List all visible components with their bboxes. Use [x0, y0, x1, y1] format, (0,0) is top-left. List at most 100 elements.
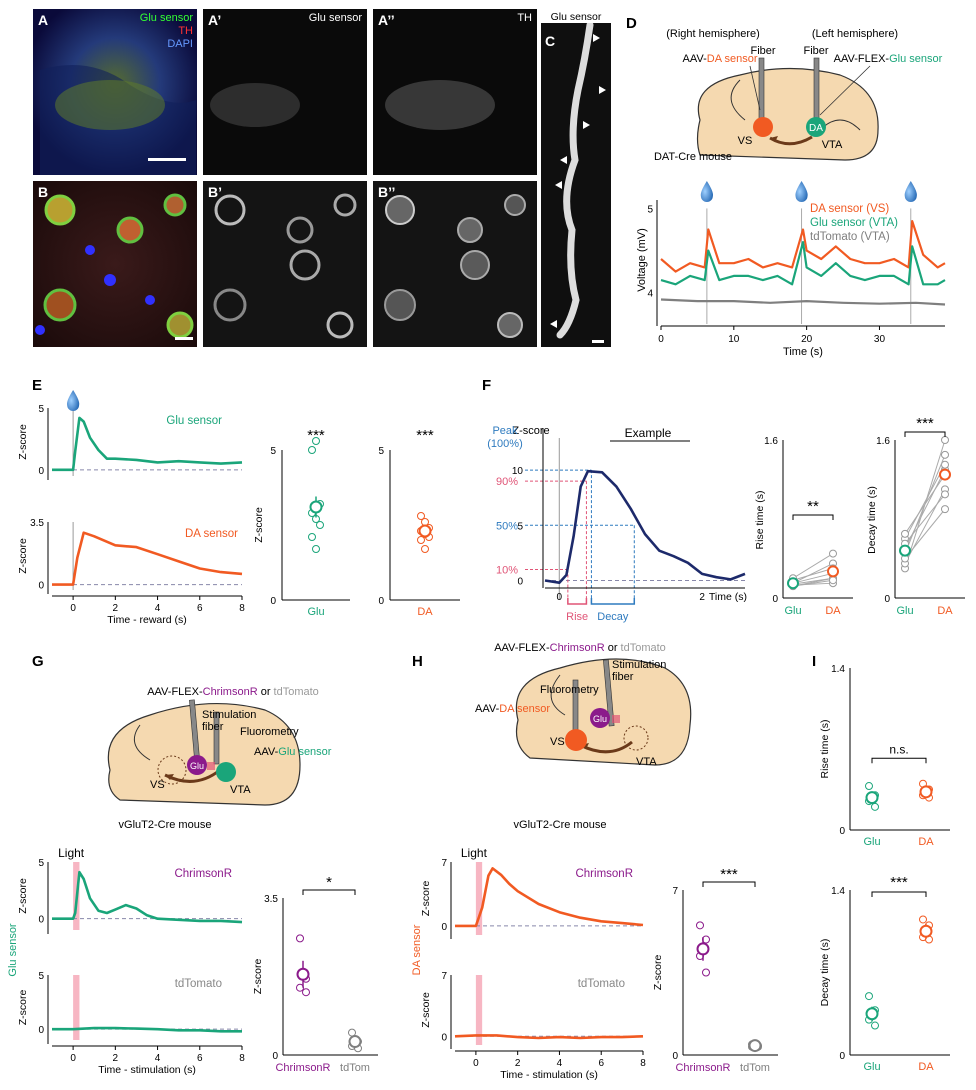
mean-marker	[919, 924, 933, 938]
mouse-label: DAT-Cre mouse	[654, 151, 732, 163]
y-axis-label: Z-score	[420, 881, 432, 917]
mean-marker	[865, 1007, 879, 1021]
y-tick-label: 0	[441, 1032, 447, 1043]
panel-label-C: C	[545, 33, 555, 49]
data-point	[696, 921, 704, 930]
x-tick-label: 0	[473, 1058, 479, 1069]
x-tick-label: 30	[874, 334, 886, 345]
panel-I: I 1.4 0 Glu DA n.s. Rise time (s) 1.4 0 Glu DA ***…	[812, 653, 950, 1073]
y-axis-label: Z-score	[652, 955, 664, 991]
panel-D: D (Right hemisphere) (Left hemisphere) F…	[626, 15, 946, 358]
y-axis-label: Rise time (s)	[754, 491, 766, 550]
G-glu-dot: Glu	[190, 761, 204, 771]
panel-label-A2: A’’	[378, 12, 395, 28]
light-stim-bar	[475, 862, 483, 935]
category-label: Glu	[863, 836, 880, 848]
data-point	[312, 545, 320, 553]
G-stim-label: Stimulation	[202, 709, 256, 721]
x-tick-label: 0	[70, 1053, 76, 1064]
category-label: ChrimsonR	[275, 1062, 330, 1074]
peak-label: Peak	[492, 425, 518, 437]
y-tick-label: 0	[441, 922, 447, 933]
y-tick-label: 5	[38, 971, 44, 982]
data-point	[296, 934, 304, 943]
pct100-label: (100%)	[487, 438, 522, 450]
I-charts: 1.4 0 Glu DA n.s. Rise time (s) 1.4 0 Glu DA *** De…	[819, 664, 950, 1073]
significance-bracket	[792, 514, 834, 520]
pair-line	[792, 553, 834, 579]
pair-point-glu	[901, 529, 909, 538]
significance-label: ***	[307, 427, 325, 444]
category-label: tdTom	[740, 1062, 770, 1074]
category-label: DA	[937, 605, 953, 617]
side-label: DA sensor	[411, 924, 423, 975]
significance-bracket	[871, 757, 927, 764]
scale-bar	[148, 158, 186, 161]
y-tick-label: 5	[517, 521, 523, 532]
pair-point-da	[941, 450, 949, 459]
trace-line	[52, 416, 243, 472]
panel-label-B1: B’	[208, 184, 222, 200]
pair-point-da	[829, 576, 837, 585]
G-fluoro-fiber	[213, 711, 220, 765]
x-tick-label: 6	[197, 603, 203, 614]
example-trace	[544, 469, 746, 584]
da-dot-label: DA	[809, 123, 823, 134]
significance-label: ***	[916, 415, 934, 432]
series-line-da	[660, 220, 946, 273]
x-tick-label: 4	[155, 603, 161, 614]
G-mouse: vGluT2-Cre mouse	[119, 819, 212, 831]
trace-line	[52, 1026, 242, 1033]
x-tick-label: 8	[239, 603, 245, 614]
panel-label-G: G	[32, 653, 44, 670]
category-label: tdTom	[340, 1062, 370, 1074]
y-tick-label: 3.5	[30, 518, 44, 529]
y-axis-label: Voltage (mV)	[636, 228, 648, 292]
data-point	[348, 1028, 356, 1037]
pair-line	[904, 493, 946, 545]
trace-line	[454, 1034, 644, 1040]
pct90-label: 90%	[496, 476, 518, 488]
y-tick-label: 0	[38, 466, 44, 477]
light-stim-bar	[73, 975, 80, 1040]
y-tick-label: 1.6	[764, 436, 778, 447]
y-axis-label: Rise time (s)	[819, 720, 831, 779]
y-axis-label: Decay time (s)	[866, 486, 878, 554]
aav-glu-label: AAV-FLEX-Glu sensor	[834, 53, 943, 65]
rise-label: Rise	[566, 611, 588, 623]
A1-title: Glu sensor	[309, 12, 363, 24]
water-drop-icon	[66, 390, 80, 411]
panel-G: G AAV-FLEX-ChrimsonR or tdTomato Glu Sti…	[7, 653, 378, 1076]
legend-entry-0: DA sensor (VS)	[810, 203, 889, 215]
data-point	[312, 437, 320, 445]
G-bottom-chart: 5 0 tdTomato Z-score 0 2 4 6 8 Time - stimulation…	[7, 923, 245, 1076]
x-axis-label: Time (s)	[709, 591, 747, 603]
data-point	[871, 802, 879, 811]
x-tick-label: 6	[197, 1053, 203, 1064]
panel-label-D: D	[626, 15, 637, 32]
right-hemisphere-label: (Right hemisphere)	[666, 28, 760, 40]
E-top-chart: 5 0 Glu sensor Z-score	[17, 390, 243, 480]
category-label: ChrimsonR	[675, 1062, 730, 1074]
pair-line	[904, 489, 946, 564]
category-label: Glu	[784, 605, 801, 617]
significance-bracket	[904, 431, 946, 437]
y-tick-label: 0	[378, 596, 384, 607]
trace-title: Glu sensor	[166, 415, 222, 427]
H-glu-dot: Glu	[593, 714, 607, 724]
side-label: Glu sensor	[7, 923, 19, 977]
series-line-glu	[660, 241, 946, 286]
G-glu-neuron	[187, 755, 207, 775]
trace-line	[52, 870, 243, 924]
x-axis-label: Time (s)	[783, 346, 823, 358]
x-axis-label: Time - reward (s)	[107, 614, 187, 626]
panel-label-B2: B’’	[378, 184, 395, 200]
y-tick-label: 5	[38, 858, 44, 869]
data-point	[417, 512, 425, 520]
fiber-label-1: Fiber	[750, 45, 775, 57]
trace-title: ChrimsonR	[174, 868, 232, 880]
x-tick-label: 10	[728, 334, 740, 345]
mean-marker	[418, 524, 432, 538]
decay-bracket	[590, 598, 636, 605]
